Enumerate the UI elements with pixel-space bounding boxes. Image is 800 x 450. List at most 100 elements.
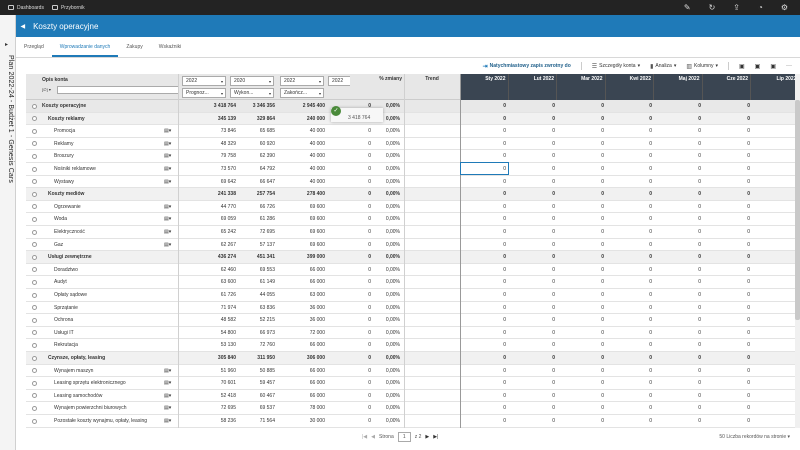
month-cell[interactable]: 0 bbox=[649, 405, 652, 412]
month-cell[interactable]: 0 bbox=[698, 304, 701, 311]
row-checkbox[interactable] bbox=[32, 317, 37, 323]
month-cell[interactable]: 0 bbox=[752, 279, 798, 285]
table-row[interactable]: Koszty mediów 241 338 257 754 278 400 0 0,00%… bbox=[26, 188, 800, 201]
month-cell[interactable]: 0 bbox=[698, 140, 701, 147]
month-cell[interactable]: 0 bbox=[601, 178, 604, 185]
month-cell[interactable]: 0 bbox=[503, 304, 506, 311]
value-cell[interactable]: 44 770 bbox=[220, 203, 236, 210]
table-row[interactable]: Usługi zewnętrzne 436 274 451 341 399 000 0 0… bbox=[26, 251, 800, 264]
month-cell[interactable]: 0 bbox=[752, 342, 798, 348]
month-cell[interactable]: 0 bbox=[503, 329, 506, 336]
month-cell[interactable]: 0 bbox=[601, 266, 604, 273]
month-cell[interactable]: 0 bbox=[649, 203, 652, 210]
month-cell[interactable]: 0 bbox=[503, 266, 506, 273]
value-cell[interactable]: 311 950 bbox=[257, 355, 275, 361]
month-cell[interactable]: 0 bbox=[698, 229, 701, 235]
value-cell[interactable]: 0 bbox=[368, 216, 371, 223]
value-cell[interactable]: 60 920 bbox=[259, 140, 275, 147]
month-cell[interactable]: 0 bbox=[503, 128, 506, 135]
value-cell[interactable]: 0,00% bbox=[385, 342, 400, 349]
value-cell[interactable]: 0 bbox=[368, 153, 371, 160]
value-cell[interactable]: 40 000 bbox=[309, 178, 325, 185]
month-cell[interactable]: 0 bbox=[698, 153, 701, 160]
value-cell[interactable]: 70 601 bbox=[220, 380, 236, 387]
value-cell[interactable]: 72 695 bbox=[220, 405, 236, 412]
value-cell[interactable]: 52 215 bbox=[259, 317, 275, 324]
value-cell[interactable]: 0,00% bbox=[385, 241, 400, 248]
table-row[interactable]: Promocja ▤▾ 73 846 65 685 40 000 0 0,00% 0 0 0 0 0 0… bbox=[26, 125, 800, 138]
month-cell[interactable]: 0 bbox=[503, 166, 506, 172]
value-cell[interactable]: 241 338 bbox=[217, 191, 236, 198]
month-cell[interactable]: 0 bbox=[752, 317, 798, 323]
month-cell[interactable]: 0 bbox=[649, 128, 652, 135]
month-cell[interactable]: 0 bbox=[698, 292, 701, 298]
next-page-icon[interactable]: ▶ bbox=[425, 434, 430, 440]
value-cell[interactable]: 63 000 bbox=[309, 292, 325, 298]
value-cell[interactable]: 240 000 bbox=[306, 115, 325, 122]
value-cell[interactable]: 66 973 bbox=[259, 329, 275, 336]
value-cell[interactable]: 69 553 bbox=[259, 266, 275, 273]
month-cell[interactable]: 0 bbox=[649, 103, 652, 109]
month-cell[interactable]: 0 bbox=[552, 317, 555, 324]
value-cell[interactable]: 0 bbox=[368, 103, 371, 109]
value-cell[interactable]: 278 400 bbox=[306, 191, 325, 198]
value-cell[interactable]: 62 460 bbox=[220, 266, 236, 273]
table-row[interactable]: Leasing sprzętu elektronicznego ▤▾ 70 601 5… bbox=[26, 377, 800, 390]
value-cell[interactable]: 0,00% bbox=[385, 405, 400, 412]
calendar-icon[interactable]: ▤▾ bbox=[164, 178, 172, 185]
month-cell[interactable]: 0 bbox=[698, 329, 701, 336]
month-cell[interactable]: 0 bbox=[747, 342, 750, 349]
month-cell[interactable]: 0 bbox=[747, 191, 750, 198]
month-cell[interactable]: 0 bbox=[698, 392, 701, 399]
month-cell[interactable]: 0 bbox=[649, 153, 652, 160]
value-cell[interactable]: 78 000 bbox=[309, 405, 325, 412]
month-cell[interactable]: 0 bbox=[649, 191, 652, 198]
tab-purchases[interactable]: Zakupy bbox=[126, 44, 143, 50]
month-cell[interactable]: 0 bbox=[503, 241, 506, 248]
month-cell[interactable]: 0 bbox=[698, 178, 701, 185]
value-cell[interactable]: 64 792 bbox=[259, 166, 275, 172]
month-cell[interactable]: 0 bbox=[503, 229, 506, 235]
value-cell[interactable]: 0,00% bbox=[385, 203, 400, 210]
row-checkbox[interactable] bbox=[32, 166, 37, 172]
table-row[interactable]: Sprzątanie 71 974 63 836 36 000 0 0,00% 0 0 0 0 0 0… bbox=[26, 302, 800, 315]
month-cell[interactable]: 0 bbox=[503, 317, 506, 324]
month-cell[interactable]: 0 bbox=[552, 203, 555, 210]
value-cell[interactable]: 69 600 bbox=[309, 216, 325, 223]
month-cell[interactable]: 0 bbox=[601, 405, 604, 412]
month-cell[interactable]: 0 bbox=[649, 317, 652, 324]
month-cell[interactable]: 0 bbox=[601, 153, 604, 160]
month-cell[interactable]: 0 bbox=[752, 191, 798, 197]
month-cell[interactable]: 0 bbox=[747, 279, 750, 286]
value-cell[interactable]: 0,00% bbox=[385, 178, 400, 185]
view-icon[interactable]: ◔ bbox=[757, 3, 763, 12]
month-cell[interactable]: 0 bbox=[503, 203, 506, 210]
value-cell[interactable]: 61 149 bbox=[259, 279, 275, 286]
month-cell[interactable]: 0 bbox=[698, 103, 701, 109]
row-checkbox[interactable] bbox=[32, 380, 37, 386]
columns-button[interactable]: ▥ Kolumny ▾ bbox=[686, 63, 718, 70]
month-cell[interactable]: 0 bbox=[747, 317, 750, 324]
back-icon[interactable]: ◀ bbox=[20, 23, 26, 30]
month-cell[interactable]: 0 bbox=[503, 342, 506, 349]
month-cell[interactable]: 0 bbox=[698, 191, 701, 198]
month-cell[interactable]: 0 bbox=[503, 191, 506, 198]
type-select-1[interactable]: Prognoz... ▾ bbox=[182, 88, 226, 98]
month-cell[interactable]: 0 bbox=[752, 242, 798, 248]
month-cell[interactable]: 0 bbox=[698, 342, 701, 349]
more-icon[interactable]: ··· bbox=[786, 63, 792, 69]
value-cell[interactable]: 66 647 bbox=[259, 178, 275, 185]
month-cell[interactable]: 0 bbox=[552, 342, 555, 349]
value-cell[interactable]: 0,00% bbox=[385, 367, 400, 374]
value-cell[interactable]: 50 885 bbox=[259, 367, 275, 374]
month-cell[interactable]: 0 bbox=[601, 342, 604, 349]
month-cell[interactable]: 0 bbox=[552, 380, 555, 387]
value-cell[interactable]: 40 000 bbox=[309, 153, 325, 160]
month-cell[interactable]: 0 bbox=[601, 241, 604, 248]
value-cell[interactable]: 73 846 bbox=[220, 128, 236, 135]
value-cell[interactable]: 58 236 bbox=[220, 418, 236, 424]
month-cell[interactable]: 0 bbox=[747, 380, 750, 387]
prev-page-icon[interactable]: ◀ bbox=[371, 434, 376, 440]
month-cell[interactable]: 0 bbox=[552, 115, 555, 122]
